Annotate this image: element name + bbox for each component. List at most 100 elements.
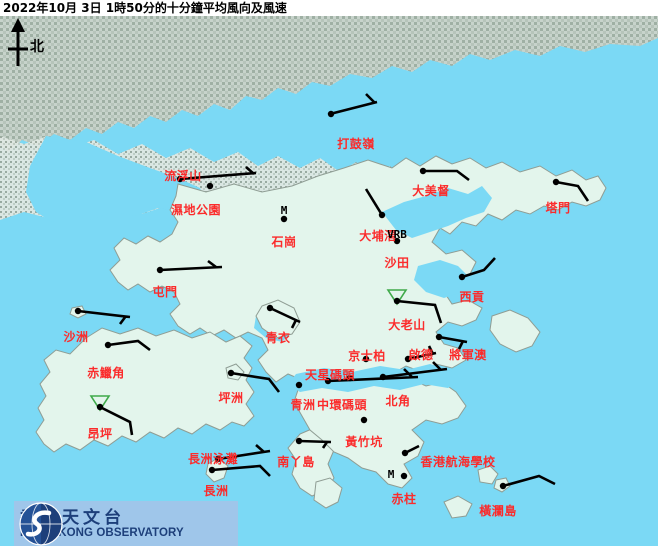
wind-barb-icon [217,444,271,461]
wind-barb-icon [423,169,470,182]
station-marker[interactable] [401,444,420,457]
station-marker[interactable] [404,345,437,363]
tolo-harbour-water [382,186,492,238]
station-dot-icon [206,182,214,190]
station-marker[interactable] [206,182,214,190]
station-marker[interactable] [156,259,223,274]
mainland-landmass [0,16,658,152]
station-marker[interactable] [393,237,401,245]
station-marker[interactable] [227,369,281,393]
hko-logo-icon [19,502,63,546]
wind-barb-icon [555,180,590,202]
wind-barb-icon [329,93,378,116]
station-marker[interactable] [89,395,134,436]
wind-barb-icon [159,259,223,272]
map-geography [0,16,658,546]
station-label: 大埔滘 [359,229,397,243]
wind-barb-icon [364,188,384,216]
wind-barb-icon [99,405,134,436]
station-label: 沙洲 [63,330,89,344]
station-marker[interactable] [499,474,556,490]
station-label: 長洲泳灘 [187,452,239,466]
station-dot-icon [393,237,401,245]
wind-barb-icon [230,371,281,393]
station-label: 石崗 [271,235,297,249]
station-marker[interactable] [327,93,378,118]
station-label: 坪洲 [218,391,244,405]
wind-barb-icon [396,299,443,324]
station-dot-icon [280,215,288,223]
station-marker[interactable] [386,289,443,324]
hko-logo: 香港天文台 HONG KONG OBSERVATORY [14,501,238,546]
station-label: 長洲 [203,484,229,498]
station-marker[interactable] [295,437,332,449]
station-marker[interactable] [400,472,408,480]
station-marker[interactable] [104,339,151,352]
station-marker[interactable] [379,361,448,381]
station-label: 青洲 [290,398,316,412]
tung-lung-island [477,465,499,485]
station-label: 濕地公園 [170,203,222,217]
wind-barb-icon [269,306,301,329]
station-marker[interactable] [360,416,368,424]
station-label: 赤鱲角 [87,366,125,380]
station-label: 京士柏 [348,349,386,363]
station-marker[interactable] [552,178,590,202]
lamma-south [313,477,343,509]
sai-kung-islands [489,309,541,353]
station-marker[interactable] [214,444,271,463]
station-label: 啟德 [408,348,434,362]
station-marker[interactable] [362,355,370,363]
wind-barb-icon [502,474,556,488]
station-label: 香港航海學校 [420,455,496,469]
station-marker[interactable] [266,304,301,329]
station-label: 天星碼頭 [304,368,356,382]
station-marker[interactable] [176,166,257,183]
station-marker[interactable] [419,167,470,182]
station-marker[interactable] [364,188,386,219]
wind-barb-icon [382,361,448,379]
wind-barb-icon [407,345,437,361]
station-label: 流浮山 [164,169,202,183]
title-bar: 2022年10月 3日 1時50分的十分鐘平均風向及風速 [0,0,658,16]
wind-barb-icon [461,257,496,279]
station-marker[interactable] [74,307,131,325]
wind-barb-icon [179,166,257,181]
station-label: 青衣 [265,331,291,345]
station-marker[interactable] [208,464,271,477]
station-label: 大美督 [412,184,450,198]
station-label: 沙田 [384,256,410,270]
station-label: 塔門 [545,201,571,215]
station-marker[interactable] [295,381,303,389]
tsing-yi-island [255,299,301,339]
wind-barb-icon [107,339,151,352]
station-label: 南丫島 [277,455,315,469]
wind-barb-icon [77,309,131,325]
station-label: 中環碼頭 [316,398,368,412]
station-label: 北角 [385,394,411,408]
station-label: 赤柱 [391,492,417,506]
station-triangle-icon [386,289,408,306]
page-title: 2022年10月 3日 1時50分的十分鐘平均風向及風速 [3,1,287,15]
station-dot-icon [360,416,368,424]
station-label: 黃竹坑 [345,435,383,449]
north-arrow-icon [8,18,28,66]
map-canvas[interactable]: 打鼓嶺 流浮山 濕地公園 石崗 M 大美督 塔門 大埔滘 沙田 VRB 屯門 沙洲 赤鱲角 青衣 昂坪 坪洲 大… [0,16,658,546]
station-label: 西貢 [459,290,485,304]
wind-barb-icon [211,464,271,477]
station-marker[interactable] [435,333,468,350]
station-marker[interactable] [458,257,496,281]
inner-waters [414,260,470,298]
wind-barb-icon [404,444,420,455]
wind-barb-layer [74,93,590,490]
deep-bay-water [26,136,206,222]
station-marker[interactable] [280,215,288,223]
station-note: M [280,204,288,217]
station-note: VRB [387,228,407,241]
station-dot-icon [295,381,303,389]
station-label: 將軍澳 [449,348,487,362]
station-label: 大老山 [388,318,426,332]
station-label: 打鼓嶺 [337,137,375,151]
station-dot-icon [362,355,370,363]
